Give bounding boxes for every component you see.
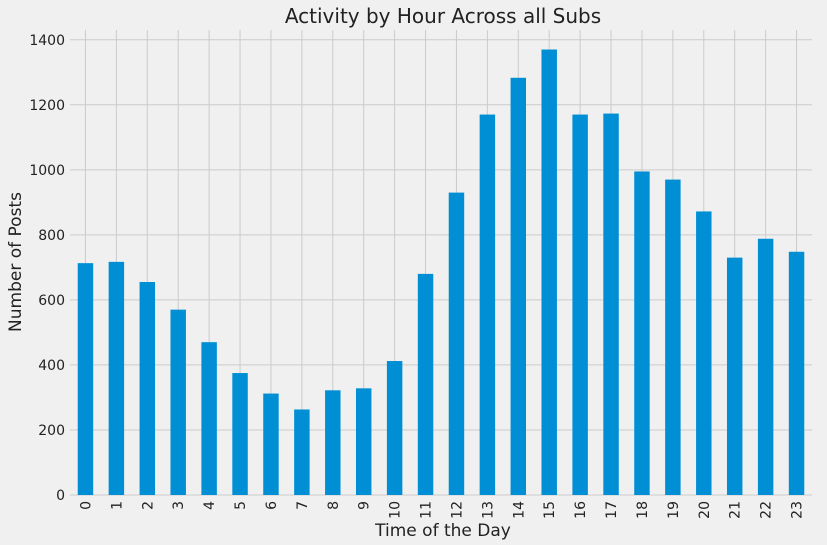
- x-tick-labels: 0 1 2 3 4 5 6 7 8 9 10 11 12 13 14 15 16 17 18 19 20 21 22 23: [78, 501, 805, 519]
- bar-hour-18: [634, 171, 650, 495]
- x-tick-label: 3: [171, 501, 187, 510]
- bar-hour-9: [355, 388, 372, 495]
- bar-hour-21: [726, 257, 743, 495]
- bar-hour-1: [108, 261, 125, 495]
- bar-hour-11: [417, 273, 434, 495]
- y-tick-label: 1400: [29, 33, 65, 49]
- y-tick-label: 400: [38, 358, 65, 374]
- bar-hour-3: [170, 309, 186, 495]
- x-tick-label: 1: [109, 501, 125, 510]
- x-tick-label: 8: [326, 501, 342, 510]
- bar-hour-13: [479, 114, 496, 495]
- bar-hour-8: [325, 390, 341, 495]
- x-tick-label: 15: [542, 501, 558, 519]
- bar-hour-6: [263, 393, 279, 495]
- x-tick-label: 20: [697, 501, 713, 519]
- bar-hour-2: [139, 282, 156, 495]
- x-tick-label: 5: [233, 501, 249, 510]
- x-tick-label: 22: [759, 501, 775, 519]
- x-axis-label: Time of the Day: [374, 521, 511, 541]
- y-tick-label: 600: [38, 293, 65, 309]
- bars: [77, 49, 805, 496]
- bar-hour-12: [448, 192, 465, 496]
- x-tick-label: 21: [728, 501, 744, 519]
- bar-hour-19: [665, 179, 681, 495]
- x-tick-label: 2: [140, 501, 156, 510]
- bar-hour-10: [386, 361, 403, 495]
- y-tick-label: 1000: [29, 163, 65, 179]
- x-tick-label: 6: [264, 501, 280, 510]
- x-tick-label: 12: [449, 501, 465, 519]
- bar-hour-17: [603, 113, 619, 495]
- bar-hour-4: [201, 342, 217, 495]
- bar-hour-0: [77, 263, 94, 495]
- x-tick-label: 0: [78, 501, 94, 510]
- bar-hour-15: [541, 49, 557, 495]
- x-tick-label: 16: [573, 501, 589, 519]
- x-tick-label: 19: [666, 501, 682, 519]
- y-tick-label: 800: [38, 228, 65, 244]
- bar-hour-23: [788, 251, 805, 495]
- y-tick-labels: 0 200 400 600 800 1000 1200 1400: [29, 33, 65, 504]
- x-tick-label: 14: [511, 501, 527, 519]
- bar-hour-20: [696, 211, 712, 495]
- x-tick-label: 10: [388, 501, 404, 519]
- x-tick-label: 23: [790, 501, 806, 519]
- y-tick-label: 0: [56, 488, 65, 504]
- x-tick-label: 18: [635, 501, 651, 519]
- x-tick-label: 17: [604, 501, 620, 519]
- y-tick-label: 1200: [29, 98, 65, 114]
- x-tick-label: 7: [295, 501, 311, 510]
- bar-hour-16: [572, 114, 588, 495]
- y-axis-label: Number of Posts: [6, 192, 26, 332]
- bar-hour-7: [294, 409, 310, 495]
- bar-hour-5: [232, 373, 248, 495]
- bar-hour-22: [757, 238, 774, 495]
- bar-hour-14: [510, 77, 527, 496]
- x-tick-label: 13: [480, 501, 496, 519]
- x-tick-label: 4: [202, 501, 218, 510]
- x-tick-label: 11: [419, 501, 435, 519]
- chart-title: Activity by Hour Across all Subs: [285, 4, 601, 28]
- y-tick-label: 200: [38, 423, 65, 439]
- x-tick-label: 9: [357, 501, 373, 510]
